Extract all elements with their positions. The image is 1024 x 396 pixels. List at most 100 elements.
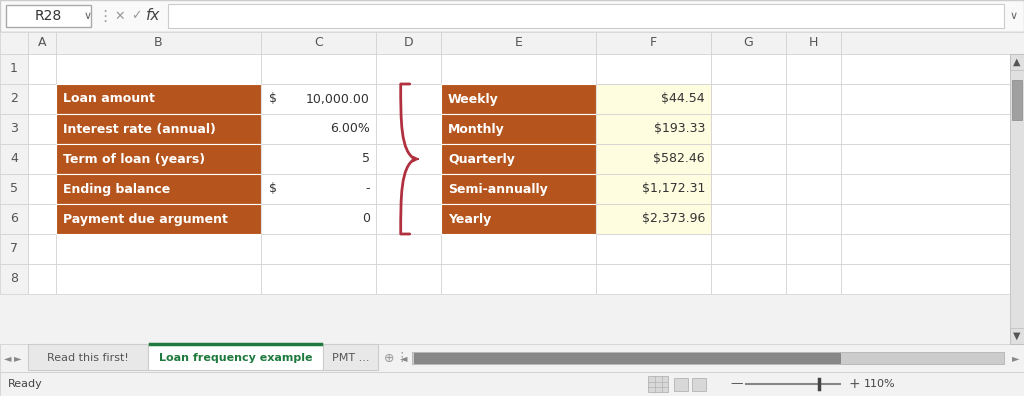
Text: A: A <box>38 36 46 50</box>
Bar <box>412 352 1004 364</box>
Bar <box>376 54 441 84</box>
Bar <box>596 264 711 294</box>
Text: 4: 4 <box>10 152 18 166</box>
Text: $193.33: $193.33 <box>653 122 705 135</box>
Bar <box>596 234 711 264</box>
Bar <box>261 114 376 144</box>
Bar <box>596 204 711 234</box>
Bar <box>6 5 91 27</box>
Bar <box>0 32 28 54</box>
Bar <box>841 84 1010 114</box>
Bar <box>841 32 1024 54</box>
Bar <box>596 144 711 174</box>
Bar <box>711 54 786 84</box>
Bar <box>1012 80 1022 120</box>
Bar <box>261 84 376 114</box>
Text: Monthly: Monthly <box>449 122 505 135</box>
Bar <box>0 32 1024 54</box>
Bar <box>0 204 28 234</box>
Text: 10,000.00: 10,000.00 <box>306 93 370 105</box>
Text: Semi-annually: Semi-annually <box>449 183 548 196</box>
Bar <box>711 204 786 234</box>
Text: 2: 2 <box>10 93 18 105</box>
Bar <box>0 264 28 294</box>
Text: 110%: 110% <box>864 379 896 389</box>
Text: $: $ <box>269 183 278 196</box>
Text: $44.54: $44.54 <box>662 93 705 105</box>
Bar <box>711 144 786 174</box>
Bar <box>441 264 596 294</box>
Text: R28: R28 <box>35 9 61 23</box>
Bar <box>841 234 1010 264</box>
Bar <box>56 204 261 234</box>
Text: 6: 6 <box>10 213 18 225</box>
Text: Weekly: Weekly <box>449 93 499 105</box>
Bar <box>0 0 1024 32</box>
Text: ◄: ◄ <box>4 353 11 363</box>
Text: ►: ► <box>1013 353 1020 363</box>
Text: fx: fx <box>145 8 160 23</box>
Bar <box>261 84 376 114</box>
Text: Loan amount: Loan amount <box>63 93 155 105</box>
Text: C: C <box>314 36 323 50</box>
Bar <box>711 174 786 204</box>
Bar <box>596 84 711 114</box>
Bar <box>786 204 841 234</box>
Bar <box>786 84 841 114</box>
Bar <box>648 376 668 392</box>
Bar <box>596 84 711 114</box>
Bar <box>261 54 376 84</box>
Text: Read this first!: Read this first! <box>47 353 129 363</box>
Bar <box>376 144 441 174</box>
Bar <box>786 174 841 204</box>
Bar <box>441 234 596 264</box>
Text: ✓: ✓ <box>131 10 141 23</box>
Bar <box>376 264 441 294</box>
Bar <box>786 32 841 54</box>
Bar <box>1010 54 1024 344</box>
Text: ✕: ✕ <box>115 10 125 23</box>
Bar <box>261 144 376 174</box>
Bar <box>56 114 261 144</box>
Bar <box>56 174 261 204</box>
Text: Ending balance: Ending balance <box>63 183 170 196</box>
Bar <box>1010 328 1024 344</box>
Bar <box>261 114 376 144</box>
Bar <box>596 174 711 204</box>
Bar <box>596 174 711 204</box>
Bar <box>441 174 596 204</box>
Bar <box>441 114 596 144</box>
Text: E: E <box>515 36 522 50</box>
Text: B: B <box>155 36 163 50</box>
Text: -: - <box>366 183 370 196</box>
Bar <box>841 144 1010 174</box>
Bar <box>56 32 261 54</box>
Bar <box>0 344 1024 372</box>
Text: ►: ► <box>14 353 22 363</box>
Bar <box>56 84 261 114</box>
Bar <box>28 174 56 204</box>
Text: 5: 5 <box>10 183 18 196</box>
Bar <box>596 114 711 144</box>
Text: Ready: Ready <box>8 379 43 389</box>
Bar <box>786 114 841 144</box>
Bar <box>841 264 1010 294</box>
Text: G: G <box>743 36 754 50</box>
Bar <box>711 264 786 294</box>
Bar <box>376 84 441 114</box>
Text: 3: 3 <box>10 122 18 135</box>
Bar <box>376 32 441 54</box>
Bar <box>711 234 786 264</box>
Bar <box>28 54 56 84</box>
Bar <box>0 174 28 204</box>
Bar <box>56 264 261 294</box>
Text: ◄: ◄ <box>400 353 408 363</box>
Bar <box>56 84 261 114</box>
Bar <box>441 144 596 174</box>
Bar <box>56 144 261 174</box>
Bar <box>786 264 841 294</box>
Bar <box>56 144 261 174</box>
Bar <box>56 204 261 234</box>
Bar <box>0 84 28 114</box>
Text: Yearly: Yearly <box>449 213 492 225</box>
